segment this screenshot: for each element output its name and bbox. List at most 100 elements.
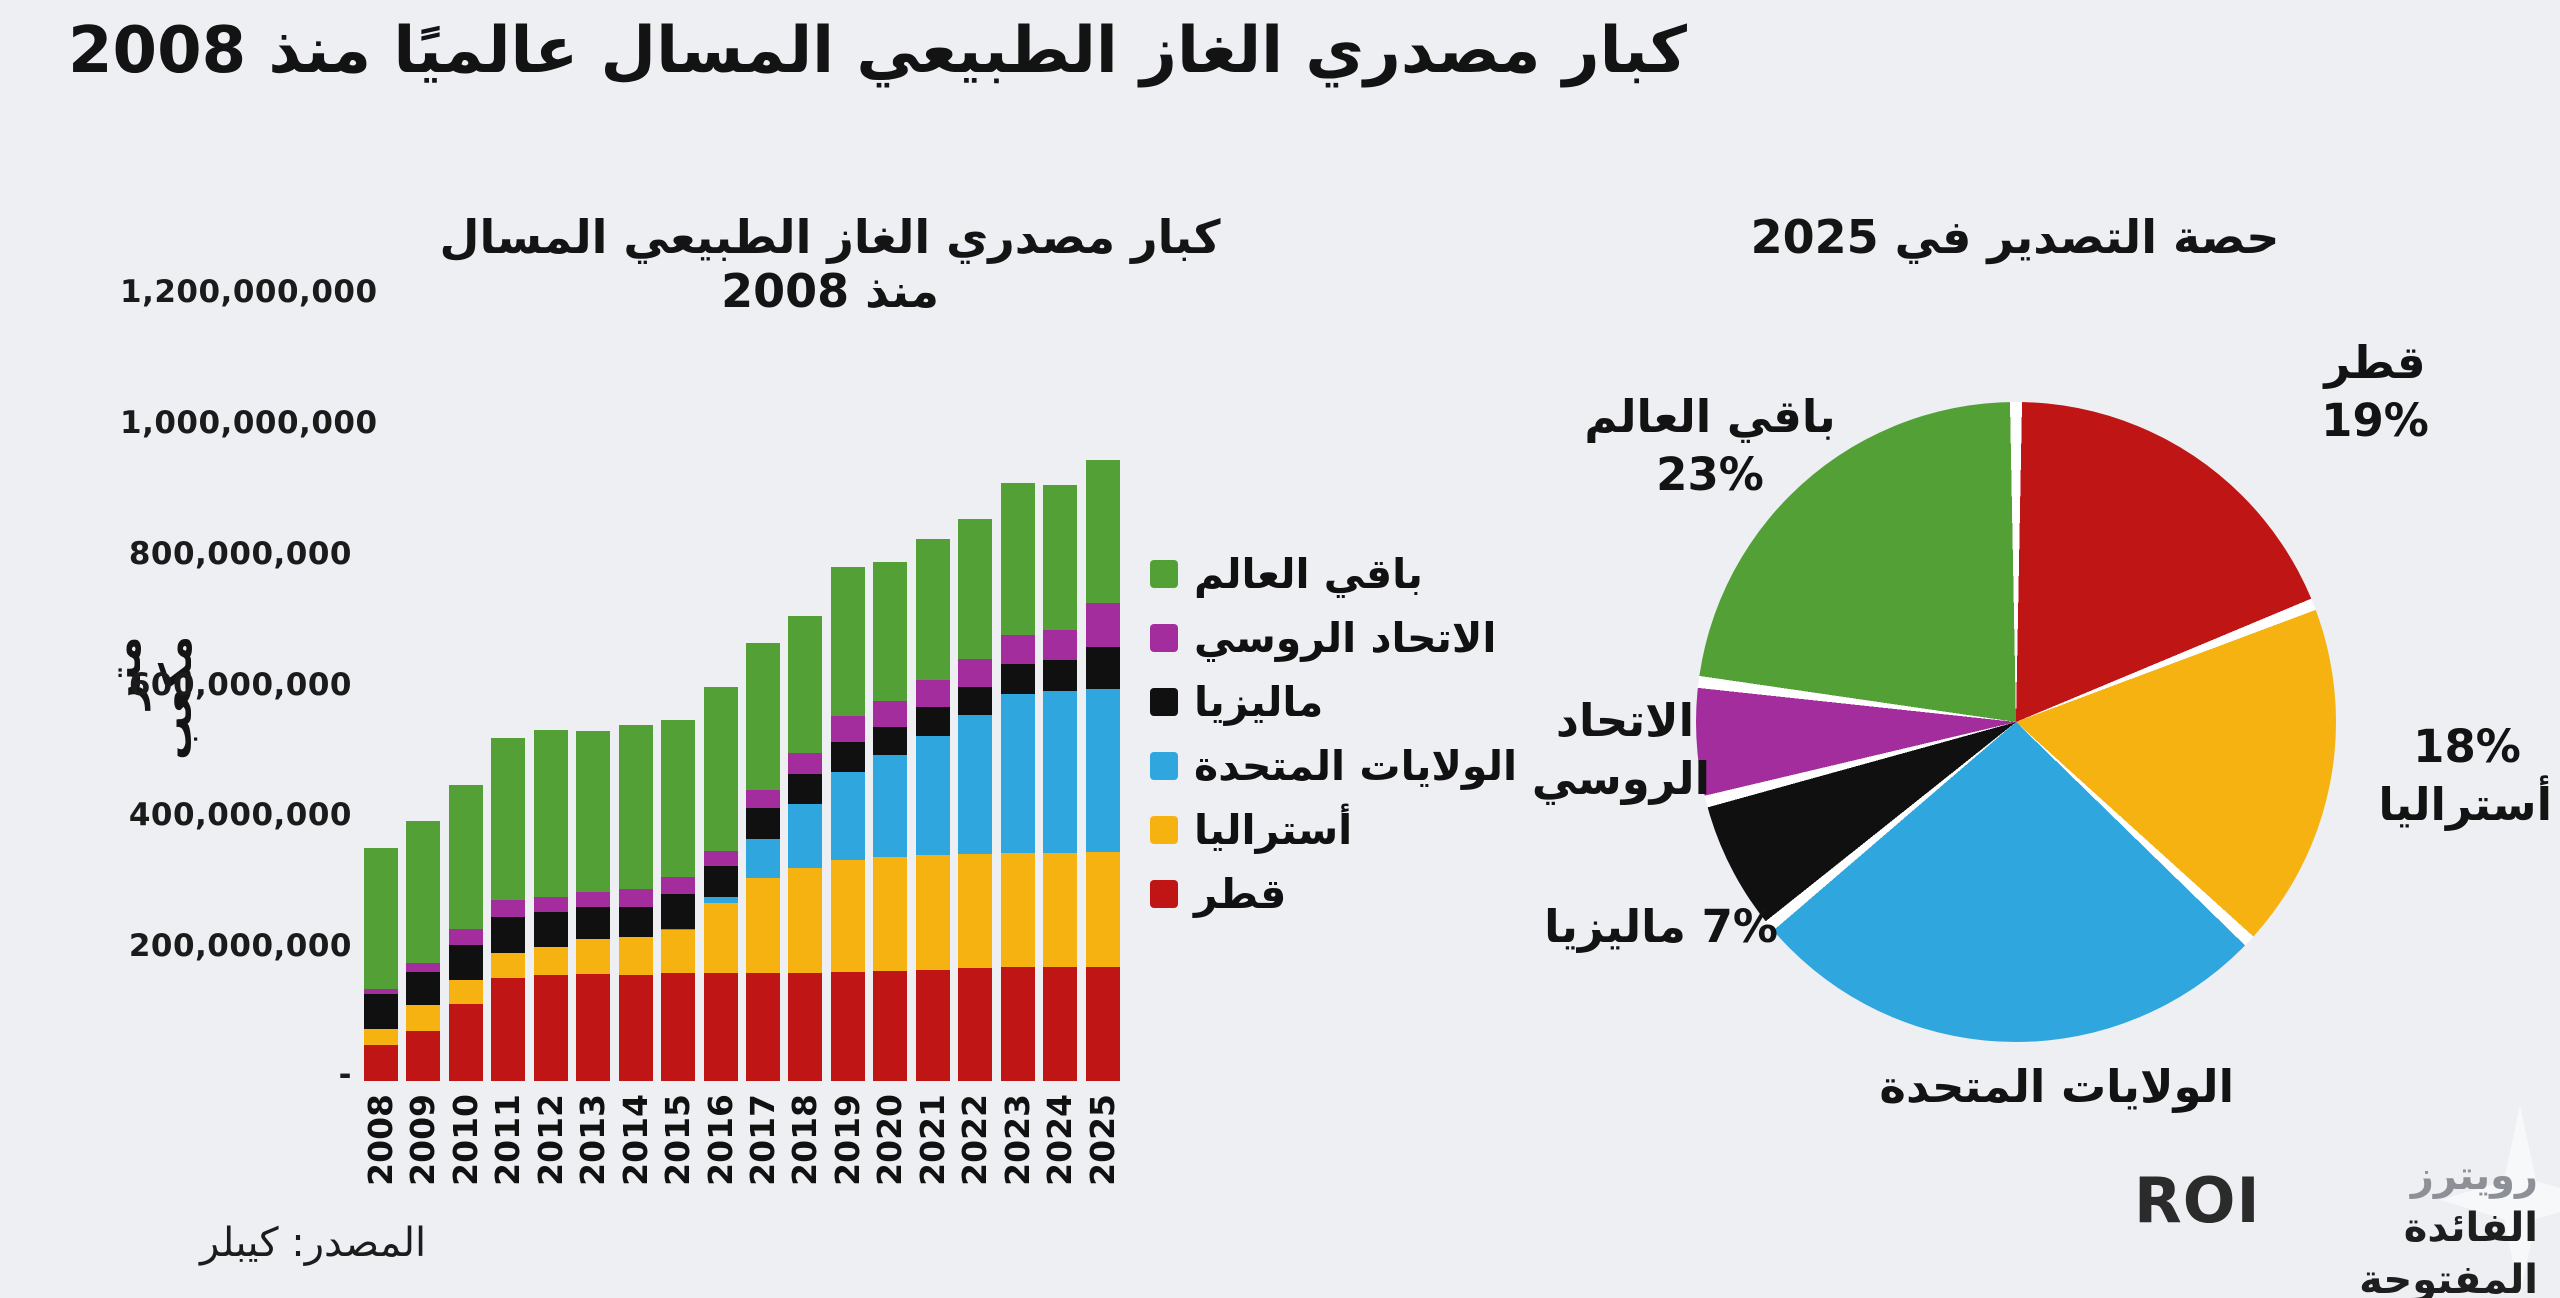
legend-swatch-united_states — [1150, 752, 1178, 780]
bar-2024-segment-malaysia — [1043, 659, 1078, 692]
legend-label-rest_of_world: باقي العالم — [1194, 550, 1423, 598]
x-tick-2009: 2009 — [403, 1094, 443, 1186]
bar-2025-segment-united_states — [1085, 688, 1120, 853]
bar-2024-segment-rest_of_world — [1043, 485, 1078, 630]
bar-2017-segment-australia — [746, 878, 780, 974]
bar-2021-segment-united_states — [915, 735, 950, 855]
pie-label-malaysia: 7% ماليزيا — [1544, 898, 1778, 956]
bar-2015-segment-qatar — [661, 973, 696, 1081]
bar-2024 — [1043, 296, 1078, 1081]
x-tick-2013: 2013 — [573, 1094, 613, 1186]
bar-2010-segment-australia — [448, 980, 483, 1004]
bar-2015-segment-malaysia — [661, 893, 696, 929]
legend-label-qatar: قطر — [1194, 870, 1287, 918]
bar-2021 — [915, 296, 950, 1081]
bar-chart-legend: باقي العالم الاتحاد الروسي ماليزيا الولايات… — [1150, 542, 1517, 926]
bar-2023-segment-australia — [1000, 852, 1035, 967]
bar-2020-segment-rest_of_world — [873, 561, 908, 701]
bar-2015-segment-united_states — [661, 928, 696, 930]
x-tick-2025: 2025 — [1082, 1094, 1122, 1186]
legend-swatch-australia — [1150, 816, 1178, 844]
bar-2021-segment-australia — [915, 854, 950, 970]
bar-2017-segment-united_states — [746, 838, 780, 879]
bar-2017-segment-malaysia — [746, 808, 780, 839]
bar-2015-segment-australia — [661, 929, 696, 974]
bar-2019 — [830, 296, 865, 1081]
bar-2015-segment-rest_of_world — [661, 719, 696, 877]
bar-2016 — [703, 296, 738, 1081]
bar-2014 — [618, 296, 653, 1081]
bar-2010-segment-qatar — [448, 1003, 483, 1081]
legend-label-malaysia: ماليزيا — [1194, 678, 1324, 726]
bar-2008-segment-russia — [364, 988, 398, 994]
bar-2015 — [661, 296, 696, 1081]
bar-2014-segment-australia — [618, 937, 653, 976]
bar-2010-segment-rest_of_world — [448, 785, 483, 930]
legend-label-australia: أستراليا — [1194, 806, 1353, 854]
bar-2009-segment-australia — [406, 1005, 441, 1032]
bar-2025-segment-malaysia — [1085, 647, 1120, 689]
bar-2023-segment-russia — [1000, 634, 1035, 665]
bar-2010-segment-russia — [448, 929, 483, 945]
page-title: كبار مصدري الغاز الطبيعي المسال عالميًا … — [68, 14, 1687, 88]
y-tick-zero: - — [338, 1057, 352, 1093]
legend-swatch-malaysia — [1150, 688, 1178, 716]
bar-2014-segment-qatar — [618, 975, 653, 1081]
bar-2023-segment-malaysia — [1000, 664, 1035, 695]
pie-label-rest-of-world-name: باقي العالم — [1584, 390, 1836, 443]
bar-2016-segment-russia — [703, 850, 738, 867]
x-tick-2020: 2020 — [870, 1094, 910, 1186]
bar-2008-segment-australia — [364, 1029, 398, 1046]
bar-2017-segment-qatar — [746, 973, 780, 1081]
bar-2021-segment-malaysia — [915, 707, 950, 736]
bar-2016-segment-rest_of_world — [703, 687, 738, 851]
bar-2022-segment-rest_of_world — [958, 519, 993, 660]
pie-label-australia: 18% أستراليا — [2378, 718, 2552, 833]
legend-item-qatar: قطر — [1150, 862, 1517, 926]
bar-2016-segment-united_states — [703, 896, 738, 904]
bar-2013-segment-rest_of_world — [576, 731, 611, 892]
bar-2023-segment-rest_of_world — [1000, 483, 1035, 635]
pie-chart — [1696, 402, 2336, 1042]
bar-2010-segment-malaysia — [448, 944, 483, 981]
x-tick-2011: 2011 — [488, 1094, 528, 1186]
bar-2018-segment-russia — [788, 753, 823, 775]
bar-2011-segment-russia — [491, 899, 526, 917]
roi-logo: ROI — [2134, 1164, 2261, 1237]
bar-2024-segment-qatar — [1043, 966, 1078, 1081]
legend-swatch-rest_of_world — [1150, 560, 1178, 588]
bar-2020-segment-united_states — [873, 755, 908, 857]
pie-label-united-states-name: الولايات المتحدة — [1879, 1060, 2234, 1113]
bar-2008-segment-rest_of_world — [364, 848, 398, 989]
x-tick-2015: 2015 — [658, 1094, 698, 1186]
bar-2012-segment-malaysia — [533, 911, 568, 947]
bar-2011-segment-malaysia — [491, 916, 526, 953]
bar-2024-segment-australia — [1043, 853, 1078, 967]
bar-2025-segment-australia — [1085, 852, 1120, 967]
bar-2009-segment-russia — [406, 963, 441, 972]
roi-logo-arabic-reuters: رويترز — [2410, 1153, 2538, 1199]
bar-2012 — [533, 296, 568, 1081]
bar-chart-title: كبار مصدري الغاز الطبيعي المسال منذ 2008 — [439, 210, 1221, 318]
bar-2015-segment-russia — [661, 876, 696, 894]
bar-2020-segment-australia — [873, 856, 908, 972]
pie-label-russia-line1: الاتحاد — [1555, 694, 1695, 747]
bar-2016-segment-qatar — [703, 973, 738, 1081]
y-tick-1000m: 1,000,000,000 — [120, 404, 378, 441]
bar-2010 — [448, 296, 483, 1081]
pie-label-australia-name: أستراليا — [2378, 777, 2552, 831]
x-tick-2022: 2022 — [955, 1094, 995, 1186]
bar-2019-segment-united_states — [830, 771, 865, 860]
pie-label-rest-of-world: باقي العالم 23% — [1580, 388, 1840, 503]
legend-item-rest_of_world: باقي العالم — [1150, 542, 1517, 606]
bar-2013-segment-qatar — [576, 973, 611, 1081]
bar-2022-segment-russia — [958, 659, 993, 687]
x-tick-2023: 2023 — [997, 1094, 1037, 1186]
bar-2022 — [958, 296, 993, 1081]
bar-2012-segment-australia — [533, 946, 568, 976]
x-tick-2021: 2021 — [912, 1094, 952, 1186]
x-tick-2016: 2016 — [700, 1094, 740, 1186]
pie-label-qatar-pct: 19% — [2321, 393, 2429, 447]
bar-2017-segment-rest_of_world — [746, 642, 780, 790]
bar-2021-segment-qatar — [915, 969, 950, 1081]
